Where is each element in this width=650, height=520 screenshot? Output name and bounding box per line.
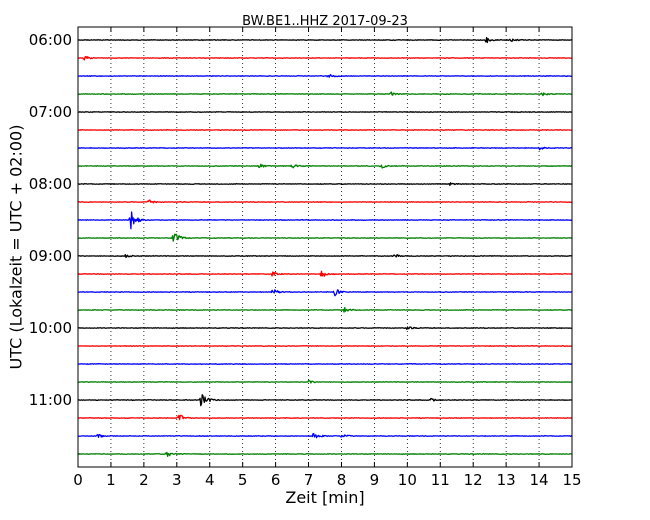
- x-tick-label: 9: [370, 471, 380, 489]
- seismogram-trace-0930: [77, 289, 573, 297]
- y-axis: 06:00 07:00 08:00 09:00 10:00 11:00: [29, 31, 83, 409]
- seismogram-trace-0700: [77, 111, 573, 113]
- y-tick-label: 09:00: [29, 247, 72, 265]
- y-tick-label: 06:00: [29, 31, 72, 49]
- seismogram-trace-1000: [77, 326, 573, 330]
- y-tick-label: 11:00: [29, 391, 72, 409]
- seismogram-trace-1030: [78, 363, 573, 365]
- x-tick-label: 0: [73, 471, 83, 489]
- x-axis-label: Zeit [min]: [285, 488, 364, 507]
- grid: [110, 27, 540, 467]
- x-tick-label: 15: [562, 471, 581, 489]
- chart-title: BW.BE1..HHZ 2017-09-23: [242, 14, 408, 29]
- plot-frame: [77, 26, 573, 468]
- seismogram-trace-0815: [77, 199, 573, 204]
- seismogram-trace-0715: [77, 129, 573, 131]
- seismogram-trace-1045: [77, 379, 573, 384]
- y-axis-label: UTC (Lokalzeit = UTC + 02:00): [7, 125, 26, 370]
- seismogram-trace-0615: [77, 55, 573, 61]
- seismogram-trace-1115: [77, 414, 573, 421]
- seismogram-trace-0845: [77, 233, 573, 242]
- x-tick-label: 6: [271, 471, 281, 489]
- x-tick-label: 2: [139, 471, 149, 489]
- x-tick-label: 4: [205, 471, 215, 489]
- x-tick-label: 10: [398, 471, 417, 489]
- x-tick-label: 8: [337, 471, 347, 489]
- y-tick-label: 08:00: [29, 175, 72, 193]
- y-tick-label: 07:00: [29, 103, 72, 121]
- seismogram-trace-0830: [77, 211, 573, 230]
- x-tick-label: 1: [106, 471, 116, 489]
- seismogram-trace-0645: [77, 91, 573, 97]
- x-tick-label: 13: [497, 471, 516, 489]
- seismogram-trace-0730: [77, 146, 573, 151]
- x-tick-label: 14: [530, 471, 549, 489]
- seismogram-trace-0600: [77, 36, 573, 44]
- x-tick-label: 5: [238, 471, 248, 489]
- x-tick-label: 12: [464, 471, 483, 489]
- seismogram-trace-0945: [77, 306, 573, 313]
- seismogram-trace-1130: [77, 432, 573, 439]
- x-tick-label: 11: [431, 471, 450, 489]
- seismogram-trace-1145: [77, 451, 573, 458]
- traces: [77, 36, 573, 458]
- x-tick-label: 7: [304, 471, 314, 489]
- seismogram-trace-0915: [77, 270, 573, 277]
- seismogram-trace-0630: [77, 73, 573, 78]
- seismogram-trace-0800: [77, 182, 573, 187]
- seismogram-trace-0745: [77, 163, 573, 169]
- x-axis: 0 1 2 3 4 5 6 7 8 9 10 11 12 13 14 15: [73, 27, 582, 489]
- x-tick-label: 3: [172, 471, 182, 489]
- seismogram-trace-0900: [77, 254, 573, 259]
- seismogram-trace-1100: [77, 394, 573, 407]
- y-tick-label: 10:00: [29, 319, 72, 337]
- seismogram-trace-1015: [77, 345, 573, 347]
